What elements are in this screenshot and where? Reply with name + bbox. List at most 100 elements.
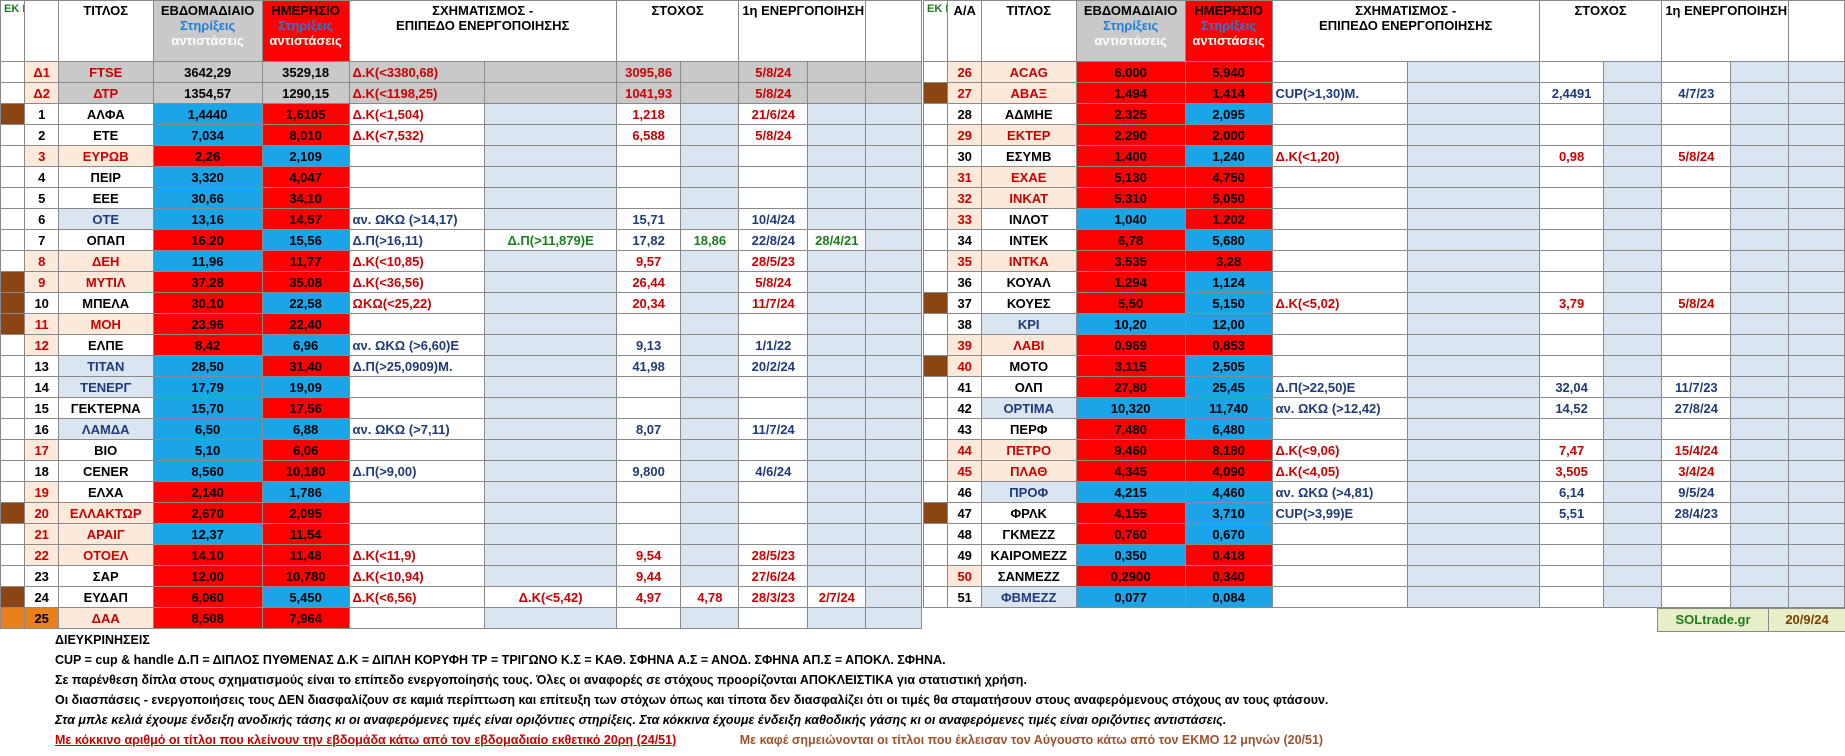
target-primary <box>615 166 682 188</box>
weekly-value: 28,50 <box>152 355 263 377</box>
target-secondary <box>680 271 740 293</box>
activation-secondary <box>807 61 867 83</box>
target-primary <box>1538 250 1605 272</box>
spacer-cell <box>1788 292 1845 314</box>
note-abbreviations: CUP = cup & handle Δ.Π = ΔΙΠΛΟΣ ΠΥΘΜΕΝΑΣ… <box>55 653 946 667</box>
activation-primary: 20/2/24 <box>738 355 809 377</box>
spacer-cell <box>865 544 922 566</box>
target-secondary <box>1603 208 1663 230</box>
spacer-cell <box>1788 460 1845 482</box>
table-row: 42 ΟΡΤΙΜΑ 10,320 11,740 αν. ΩΚΩ (>12,42) 14,5… <box>922 397 1845 419</box>
weekly-value: 37,28 <box>152 271 263 293</box>
activation-secondary <box>1730 103 1790 125</box>
weekly-value: 1,4440 <box>152 103 263 125</box>
activation-primary <box>738 481 809 503</box>
ticker-title: ΕΛΛΑΚΤΩΡ <box>57 502 154 524</box>
daily-value: 2,000 <box>1184 124 1273 146</box>
target-secondary: 4,78 <box>680 586 740 608</box>
target-primary <box>1538 418 1605 440</box>
ekmo-mark <box>922 187 949 209</box>
target-primary <box>1538 355 1605 377</box>
row-number: 24 <box>24 586 59 608</box>
pattern-secondary <box>1407 271 1540 293</box>
pattern-primary <box>348 187 486 209</box>
table-row: 11 ΜΟΗ 23,96 22,40 <box>0 313 922 335</box>
pattern-secondary <box>484 418 617 440</box>
activation-secondary <box>1730 208 1790 230</box>
weekly-header-label: ΕΒΔΟΜΑΔΙΑΙΟ <box>160 3 255 18</box>
activation-primary <box>1661 229 1732 251</box>
pattern-primary <box>1271 250 1409 272</box>
daily-value: 25,45 <box>1184 376 1273 398</box>
weekly-value: 10,320 <box>1075 397 1186 419</box>
ticker-title: ΓΕΚΤΕΡΝΑ <box>57 397 154 419</box>
ticker-title: ΚΟΥΑΛ <box>980 271 1077 293</box>
ekmo-mark <box>922 124 949 146</box>
pattern-primary: αν. ΩΚΩ (>4,81) <box>1271 481 1409 503</box>
table-row: 12 ΕΛΠΕ 8,42 6,96 αν. ΩΚΩ (>6,60)Ε 9,13 1/1/22 <box>0 334 922 356</box>
daily-value: 0,084 <box>1184 586 1273 608</box>
target-secondary <box>680 502 740 524</box>
pattern-primary <box>348 523 486 545</box>
weekly-header: ΕΒΔΟΜΑΔΙΑΙΟ Στηρίξεις αντιστάσεις <box>1075 0 1186 62</box>
row-number: 12 <box>24 334 59 356</box>
weekly-value: 1,400 <box>1075 145 1186 167</box>
weekly-value: 13,16 <box>152 208 263 230</box>
pattern-secondary <box>1407 208 1540 230</box>
daily-resistances-label: αντιστάσεις <box>1192 33 1265 48</box>
row-number: 1 <box>24 103 59 125</box>
activation-secondary <box>1730 544 1790 566</box>
target-secondary <box>680 61 740 83</box>
spacer-cell <box>1788 439 1845 461</box>
activation-secondary <box>1730 586 1790 608</box>
activation-primary <box>738 439 809 461</box>
daily-value: 12,00 <box>1184 313 1273 335</box>
spacer-cell <box>1788 229 1845 251</box>
ekmo-mark <box>0 61 26 83</box>
target-primary: 32,04 <box>1538 376 1605 398</box>
activation-secondary <box>807 271 867 293</box>
activation-secondary <box>807 187 867 209</box>
daily-value: 2,109 <box>261 145 350 167</box>
table-row: 27 ΑΒΑΞ 1,494 1,414 CUP(>1,30)Μ. 2,4491 4/7/23 <box>922 82 1845 104</box>
target-secondary <box>680 544 740 566</box>
weekly-value: 0,760 <box>1075 523 1186 545</box>
weekly-value: 1354,57 <box>152 82 263 104</box>
pattern-primary <box>1271 523 1409 545</box>
activation-secondary <box>807 82 867 104</box>
activation-primary: 4/7/23 <box>1661 82 1732 104</box>
activation-secondary <box>1730 397 1790 419</box>
pattern-secondary <box>1407 82 1540 104</box>
daily-value: 1,414 <box>1184 82 1273 104</box>
activation-secondary <box>807 355 867 377</box>
ticker-title: ΙΝΤΚΑ <box>980 250 1077 272</box>
target-secondary <box>680 82 740 104</box>
target-secondary <box>1603 313 1663 335</box>
ekmo-mark <box>922 439 949 461</box>
pattern-secondary <box>1407 334 1540 356</box>
activation-secondary <box>807 292 867 314</box>
spacer-cell <box>865 565 922 587</box>
ekmo-mark <box>922 229 949 251</box>
table-row: 44 ΠΕΤΡΟ 9,460 8,180 Δ.Κ(<9,06) 7,47 15/4/24 <box>922 439 1845 461</box>
spacer-cell <box>865 355 922 377</box>
target-secondary <box>680 439 740 461</box>
target-primary <box>615 502 682 524</box>
weekly-value: 15,70 <box>152 397 263 419</box>
ekmo-mark <box>0 481 26 503</box>
spacer-cell <box>865 271 922 293</box>
activation-primary <box>738 187 809 209</box>
pattern-secondary <box>1407 355 1540 377</box>
spacer-cell <box>1788 586 1845 608</box>
daily-supports-label: Στηρίξεις <box>1200 18 1257 33</box>
ticker-title: ΟΡΤΙΜΑ <box>980 397 1077 419</box>
activation-primary: 5/8/24 <box>738 82 809 104</box>
weekly-header-label: ΕΒΔΟΜΑΔΙΑΙΟ <box>1083 3 1178 18</box>
pattern-secondary <box>484 376 617 398</box>
table-row: 15 ΓΕΚΤΕΡΝΑ 15,70 17,56 <box>0 397 922 419</box>
ticker-title: ΠΕΡΦ <box>980 418 1077 440</box>
pattern-secondary <box>484 544 617 566</box>
target-header: ΣΤΟΧΟΣ <box>1538 0 1663 62</box>
spacer-cell <box>865 124 922 146</box>
pattern-primary <box>1271 229 1409 251</box>
